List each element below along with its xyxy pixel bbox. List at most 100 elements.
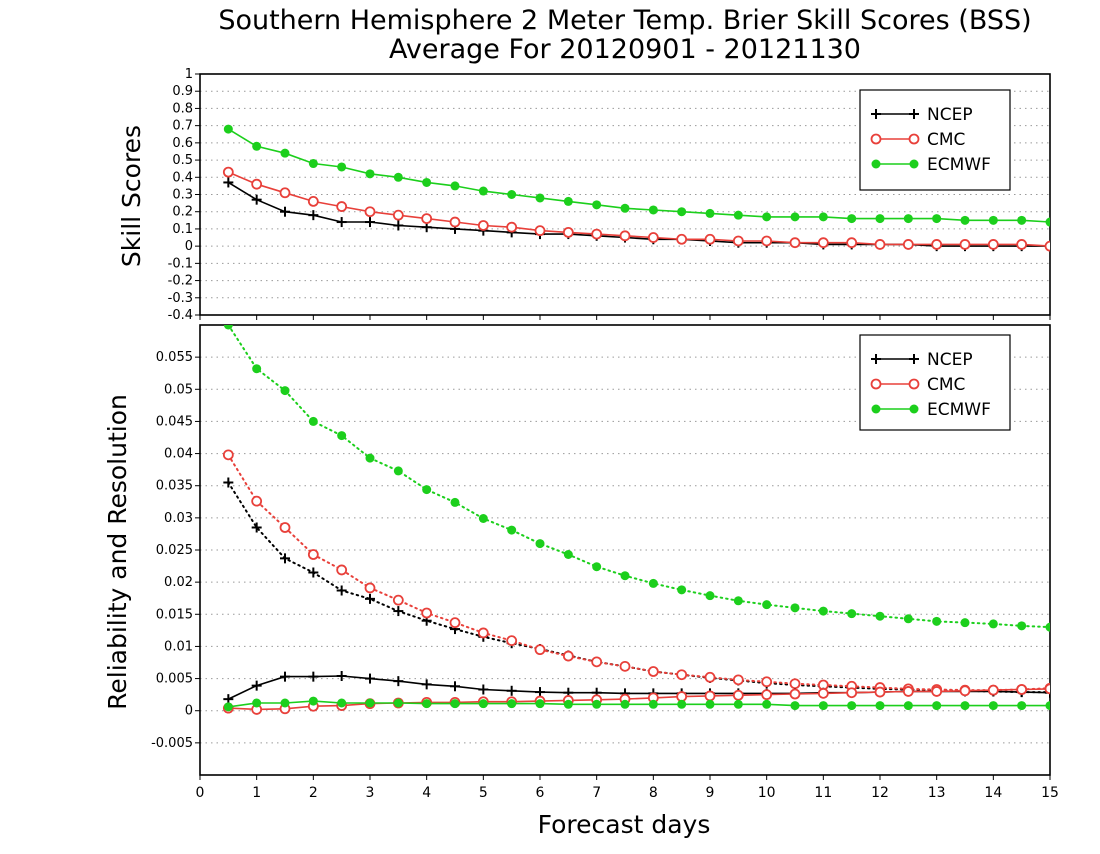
data-point-ncep — [308, 210, 319, 221]
data-point-ecmwf — [478, 186, 488, 196]
data-point-cmc — [789, 678, 801, 690]
x-tick-label: 12 — [871, 785, 889, 801]
bottom-y-tick-label: 0.04 — [164, 447, 193, 462]
data-point-ecmwf — [818, 606, 828, 616]
data-point-ncep — [535, 687, 545, 698]
data-point-cmc — [874, 239, 886, 250]
data-point-cmc — [392, 209, 404, 221]
data-point-ncep — [365, 593, 375, 604]
data-point-ecmwf — [252, 364, 262, 374]
data-point-ecmwf — [988, 701, 998, 711]
data-point-cmc — [676, 233, 688, 245]
data-point-ecmwf — [790, 701, 800, 711]
data-point-ecmwf — [223, 702, 233, 712]
data-point-cmc — [987, 684, 999, 696]
data-point-cmc — [279, 187, 291, 199]
data-point-ncep — [421, 679, 432, 690]
data-point-ncep — [280, 553, 290, 564]
data-point-cmc — [506, 635, 518, 647]
x-tick-label: 10 — [758, 785, 776, 801]
data-point-ecmwf — [365, 169, 375, 179]
data-point-cmc — [364, 582, 376, 594]
data-point-cmc — [449, 216, 461, 228]
data-point-ecmwf — [223, 325, 233, 330]
data-point-ecmwf — [847, 701, 857, 711]
data-point-ncep — [336, 671, 347, 681]
data-point-ncep — [251, 194, 262, 205]
x-tick-label: 14 — [984, 785, 1002, 801]
data-point-cmc — [874, 686, 886, 698]
data-point-cmc — [676, 669, 688, 681]
data-point-ncep — [365, 673, 375, 684]
data-point-ecmwf — [1017, 701, 1027, 711]
data-point-ecmwf — [393, 466, 403, 476]
x-tick-label: 13 — [928, 785, 946, 801]
bottom-y-tick-label: 0.005 — [156, 672, 193, 687]
legend-marker-ecmwf — [909, 404, 919, 414]
data-point-ecmwf — [308, 159, 318, 169]
data-point-cmc — [959, 239, 971, 250]
top-plot-frame — [199, 73, 1051, 316]
legend-marker-ecmwf — [871, 404, 881, 414]
x-tick-label: 15 — [1041, 785, 1059, 801]
top-y-tick-label: 0.3 — [172, 188, 193, 203]
data-point-ecmwf — [648, 205, 658, 215]
bottom-y-tick-label: 0.045 — [156, 414, 193, 429]
top-y-tick-label: 1 — [185, 67, 193, 82]
data-point-ecmwf — [903, 701, 913, 711]
data-point-cmc — [676, 691, 688, 702]
top-y-tick-label: -0.1 — [168, 256, 193, 271]
data-point-ncep — [336, 585, 347, 596]
reliability-resolution-panel: -0.005 0 0.005 0.01 0.015 0.02 0.025 0.03 0.035 0… — [151, 324, 1059, 801]
data-point-ncep — [280, 671, 290, 682]
data-point-cmc — [364, 206, 376, 218]
data-point-ecmwf — [677, 207, 687, 217]
data-point-ecmwf — [280, 698, 290, 708]
bottom-legend: NCEP CMC ECMWF — [859, 334, 1011, 431]
legend-label-cmc: CMC — [927, 130, 965, 150]
data-point-cmc — [732, 689, 744, 701]
data-point-ecmwf — [790, 603, 800, 613]
data-point-ecmwf — [337, 698, 347, 708]
data-point-cmc — [902, 686, 914, 697]
data-point-cmc — [307, 195, 319, 207]
data-point-ecmwf — [960, 618, 970, 628]
top-y-tick-label: -0.3 — [168, 291, 193, 306]
data-point-ecmwf — [875, 611, 885, 621]
data-point-ecmwf — [903, 214, 913, 224]
bottom-y-tick-label: 0.02 — [164, 575, 193, 590]
x-tick-label: 8 — [649, 785, 658, 801]
x-tick-label: 1 — [252, 785, 261, 801]
data-point-cmc — [761, 676, 773, 688]
top-legend-box — [859, 89, 1011, 191]
data-point-ecmwf — [337, 162, 347, 172]
legend-marker-cmc — [870, 378, 882, 390]
data-point-ecmwf — [365, 698, 375, 708]
x-tick-label: 3 — [366, 785, 375, 801]
data-point-cmc — [817, 237, 829, 249]
data-point-cmc — [477, 220, 489, 231]
data-point-cmc — [506, 221, 518, 233]
x-tick-label: 0 — [196, 785, 205, 801]
x-axis-title: Forecast days — [538, 810, 711, 839]
data-point-cmc — [421, 213, 433, 225]
data-point-cmc — [789, 237, 801, 249]
data-point-ecmwf — [932, 616, 942, 626]
data-point-cmc — [562, 226, 574, 238]
data-point-cmc — [987, 239, 999, 250]
data-point-ecmwf — [223, 124, 233, 134]
data-point-ecmwf — [648, 699, 658, 709]
chart-title-line2: Average For 20120901 - 20121130 — [389, 34, 861, 65]
data-point-ecmwf — [365, 453, 375, 463]
data-point-cmc — [902, 239, 914, 250]
data-point-ecmwf — [308, 696, 318, 706]
x-tick-label: 11 — [814, 785, 832, 801]
data-point-ncep — [251, 680, 262, 691]
series-line-ecmwf-solid — [227, 128, 1050, 223]
data-point-ncep — [365, 217, 375, 228]
data-point-cmc — [931, 686, 943, 697]
data-point-ecmwf — [592, 699, 602, 709]
data-point-ecmwf — [677, 585, 687, 595]
data-point-cmc — [279, 522, 291, 533]
data-point-cmc — [931, 239, 943, 250]
